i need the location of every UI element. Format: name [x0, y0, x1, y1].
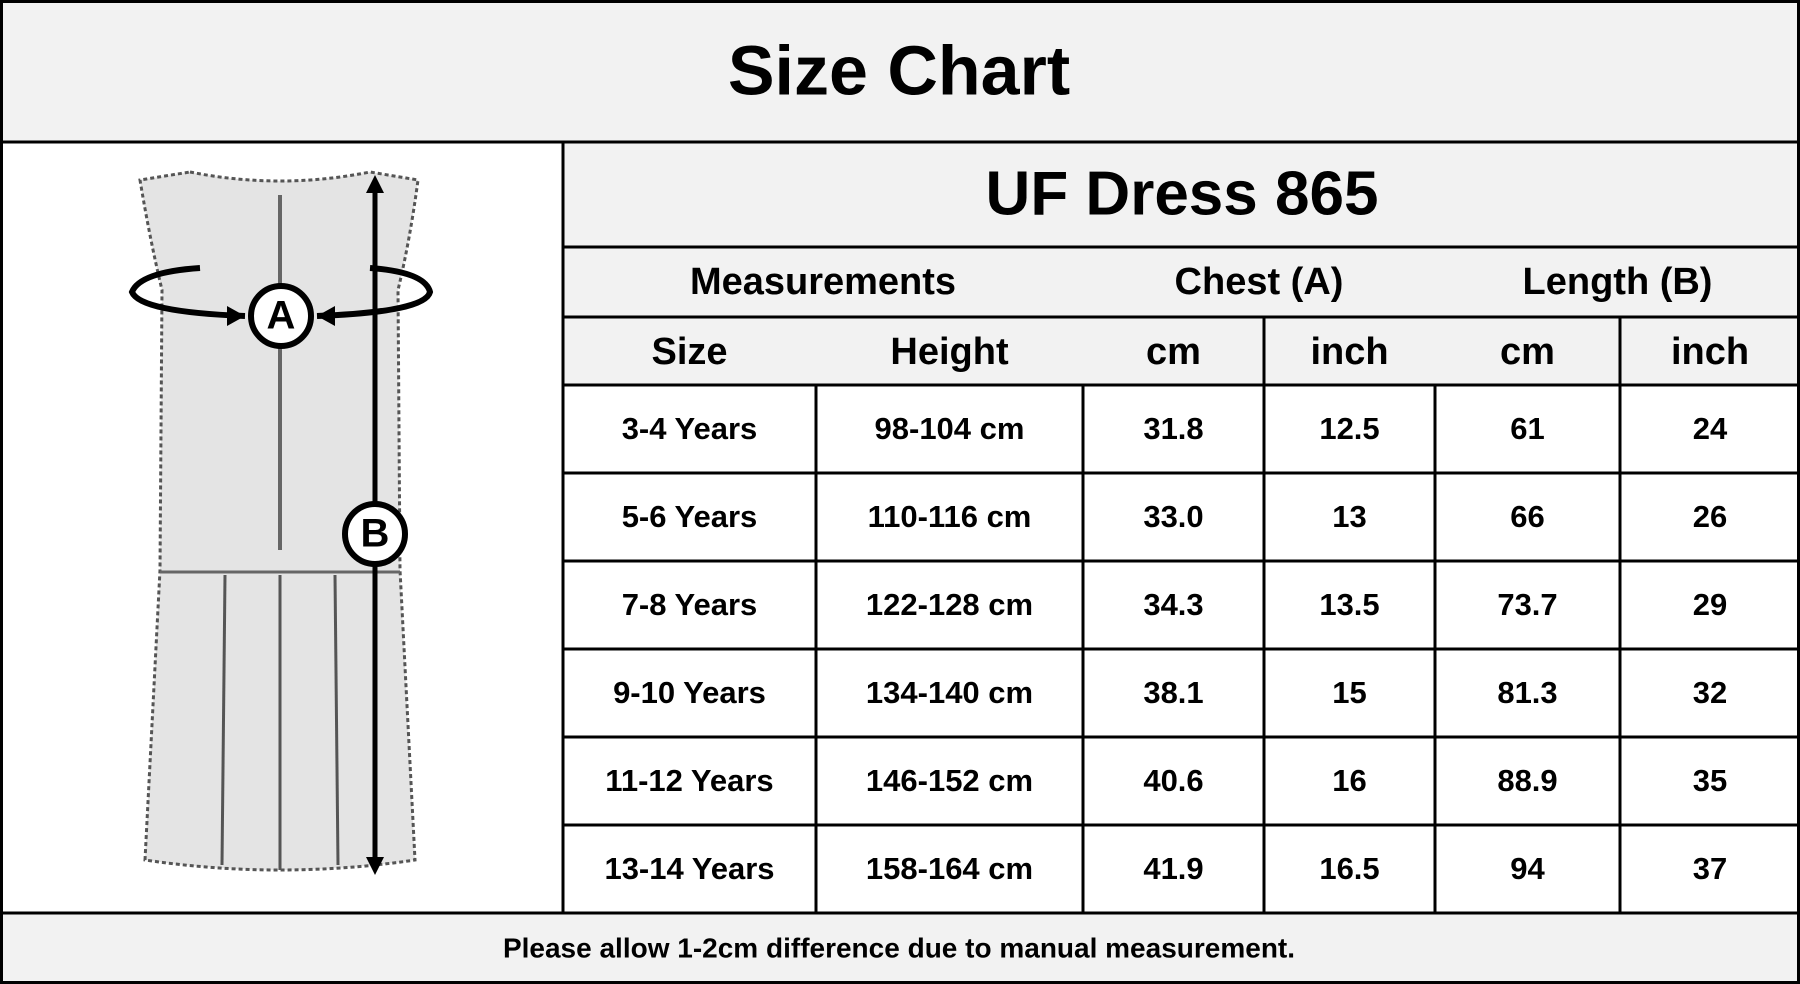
table-cell: 37 — [1693, 851, 1727, 886]
table-cell: 12.5 — [1319, 411, 1379, 446]
table-cell: 34.3 — [1143, 587, 1203, 622]
table-cell: 146-152 cm — [866, 763, 1033, 798]
table-cell: 73.7 — [1497, 587, 1557, 622]
column-header: cm — [1500, 331, 1555, 373]
table-cell: 40.6 — [1143, 763, 1203, 798]
table-cell: 81.3 — [1497, 675, 1557, 710]
table-cell: 33.0 — [1143, 499, 1203, 534]
group-header: Chest (A) — [1175, 261, 1344, 303]
table-cell: 29 — [1693, 587, 1727, 622]
page-title: Size Chart — [728, 31, 1070, 109]
table-cell: 94 — [1510, 851, 1545, 886]
table-cell: 35 — [1693, 763, 1727, 798]
table-cell: 61 — [1510, 411, 1544, 446]
table-cell: 5-6 Years — [622, 499, 758, 534]
table-cell: 13-14 Years — [604, 851, 774, 886]
dress-illustration: A B — [128, 170, 434, 875]
label-b: B — [361, 512, 390, 556]
table-cell: 9-10 Years — [613, 675, 766, 710]
footer-band — [0, 913, 1800, 984]
table-cell: 98-104 cm — [875, 411, 1025, 446]
table-cell: 16.5 — [1319, 851, 1379, 886]
table-cell: 88.9 — [1497, 763, 1557, 798]
table-title: UF Dress 865 — [986, 159, 1379, 228]
table-cell: 11-12 Years — [605, 763, 773, 798]
table-cell: 13 — [1332, 499, 1366, 534]
table-cell: 15 — [1332, 675, 1366, 710]
table-cell: 16 — [1332, 763, 1366, 798]
table-cell: 7-8 Years — [622, 587, 758, 622]
table-cell: 38.1 — [1143, 675, 1203, 710]
group-header: Length (B) — [1523, 261, 1713, 303]
table-cell: 26 — [1693, 499, 1727, 534]
column-header: Size — [651, 331, 727, 373]
label-a: A — [267, 294, 296, 338]
footer-note: Please allow 1-2cm difference due to man… — [503, 932, 1295, 963]
title-band — [0, 0, 1800, 142]
table-cell: 3-4 Years — [622, 411, 758, 446]
table-cell: 24 — [1693, 411, 1728, 446]
column-header: Height — [890, 331, 1009, 373]
group-header: Measurements — [690, 261, 956, 303]
table-cell: 31.8 — [1143, 411, 1203, 446]
column-header: cm — [1146, 331, 1201, 373]
table-cell: 13.5 — [1319, 587, 1379, 622]
column-header: inch — [1671, 331, 1749, 373]
column-header: inch — [1310, 331, 1388, 373]
table-header-band — [563, 142, 1800, 385]
table-cell: 66 — [1510, 499, 1544, 534]
table-cell: 158-164 cm — [866, 851, 1033, 886]
table-cell: 32 — [1693, 675, 1727, 710]
table-cell: 134-140 cm — [866, 675, 1033, 710]
table-cell: 41.9 — [1143, 851, 1203, 886]
table-cell: 110-116 cm — [868, 499, 1032, 534]
table-cell: 122-128 cm — [866, 587, 1033, 622]
